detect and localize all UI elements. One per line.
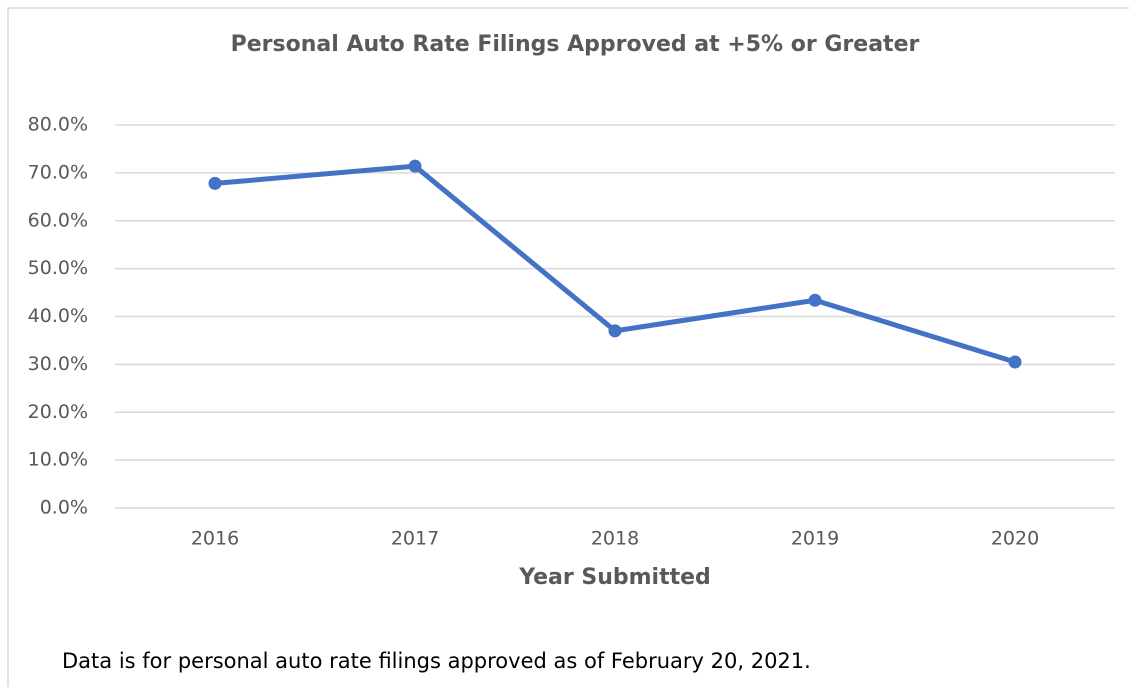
x-tick-label: 2017 [391, 528, 439, 550]
x-tick-label: 2018 [591, 528, 639, 550]
y-tick-label: 0.0% [40, 497, 88, 519]
y-tick-label: 60.0% [28, 209, 88, 231]
y-tick-label: 40.0% [28, 305, 88, 327]
x-tick-label: 2016 [191, 528, 239, 550]
y-tick-label: 20.0% [28, 401, 88, 423]
data-point [808, 293, 822, 307]
data-point [408, 159, 422, 173]
y-tick-label: 30.0% [28, 353, 88, 375]
x-tick-label: 2020 [991, 528, 1039, 550]
chart-frame [7, 7, 1129, 687]
y-tick-label: 50.0% [28, 257, 88, 279]
y-tick-label: 80.0% [28, 114, 88, 136]
data-point [208, 176, 222, 190]
data-point [1008, 355, 1022, 369]
x-axis-label: Year Submitted [518, 565, 711, 590]
x-tick-label: 2019 [791, 528, 839, 550]
chart-title: Personal Auto Rate Filings Approved at +… [231, 32, 920, 57]
y-tick-label: 70.0% [28, 161, 88, 183]
footnote: Data is for personal auto rate filings a… [62, 649, 811, 673]
data-point [608, 324, 622, 338]
y-tick-label: 10.0% [28, 449, 88, 471]
